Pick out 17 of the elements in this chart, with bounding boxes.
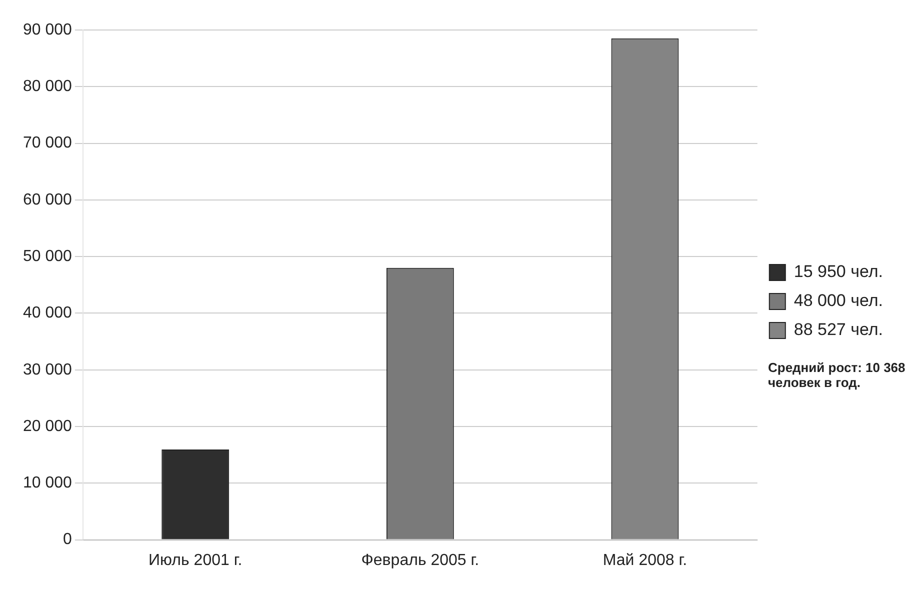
x-tick-label: Июль 2001 г. bbox=[148, 552, 242, 569]
y-tick-label: 60 000 bbox=[23, 191, 72, 208]
text: Средний рост: 10 368 человек в год. bbox=[768, 360, 906, 390]
y-tick-label: 40 000 bbox=[23, 304, 72, 322]
y-tick-label: 80 000 bbox=[23, 78, 72, 96]
y-tick-label: 50 000 bbox=[23, 248, 72, 265]
y-tick-label: 20 000 bbox=[23, 418, 72, 435]
legend-label: 88 527 чел. bbox=[794, 320, 883, 340]
y-tick-label: 30 000 bbox=[23, 361, 72, 378]
y-tick-label: 10 000 bbox=[23, 474, 72, 492]
x-tick-label: Февраль 2005 г. bbox=[361, 552, 480, 569]
y-tick-label: 70 000 bbox=[23, 134, 72, 152]
legend-label: 48 000 чел. bbox=[794, 291, 883, 310]
legend-label: 15 950 чел. bbox=[794, 262, 883, 282]
y-tick-label: 0 bbox=[63, 531, 72, 548]
x-tick-label: Май 2008 г. bbox=[602, 552, 688, 569]
y-tick-label: 90 000 bbox=[23, 21, 72, 38]
